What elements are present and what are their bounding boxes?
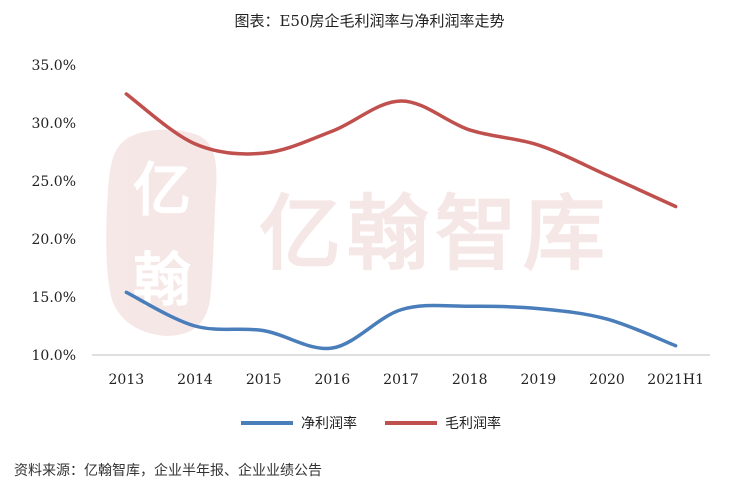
- source-note: 资料来源：亿翰智库，企业半年报、企业业绩公告: [14, 463, 322, 479]
- x-tick-label: 2014: [177, 372, 213, 388]
- y-axis-labels: 10.0% 15.0% 20.0% 25.0% 30.0% 35.0%: [32, 58, 76, 364]
- y-tick-label: 30.0%: [32, 116, 76, 132]
- legend-label: 净利润率: [301, 415, 357, 432]
- chart-title: 图表：E50房企毛利润率与净利润率走势: [234, 12, 505, 30]
- x-tick-label: 2019: [521, 372, 557, 388]
- x-tick-label: 2013: [109, 372, 145, 388]
- y-tick-label: 15.0%: [32, 290, 76, 306]
- x-tick-label: 2021H1: [647, 372, 704, 388]
- svg-text:翰: 翰: [133, 246, 191, 314]
- y-tick-label: 35.0%: [32, 58, 76, 74]
- y-tick-label: 20.0%: [32, 232, 76, 248]
- x-tick-label: 2017: [383, 372, 419, 388]
- series-lines: [124, 92, 678, 351]
- legend-label: 毛利润率: [445, 415, 501, 432]
- y-tick-label: 25.0%: [32, 174, 76, 190]
- series-line-0: [124, 290, 678, 351]
- series-line-1: [124, 92, 678, 209]
- x-axis-labels: 2013 2014 2015 2016 2017 2018 2019 2020 2021H1: [109, 372, 705, 388]
- legend: 净利润率 毛利润率: [241, 415, 501, 432]
- svg-text:亿翰智库: 亿翰智库: [259, 187, 611, 282]
- watermark-logo: 亿 翰 亿翰智库: [106, 129, 611, 336]
- y-tick-label: 10.0%: [32, 348, 76, 364]
- svg-text:亿: 亿: [133, 156, 191, 224]
- x-tick-label: 2016: [315, 372, 351, 388]
- x-tick-label: 2018: [452, 372, 488, 388]
- x-tick-label: 2015: [246, 372, 282, 388]
- x-tick-label: 2020: [589, 372, 625, 388]
